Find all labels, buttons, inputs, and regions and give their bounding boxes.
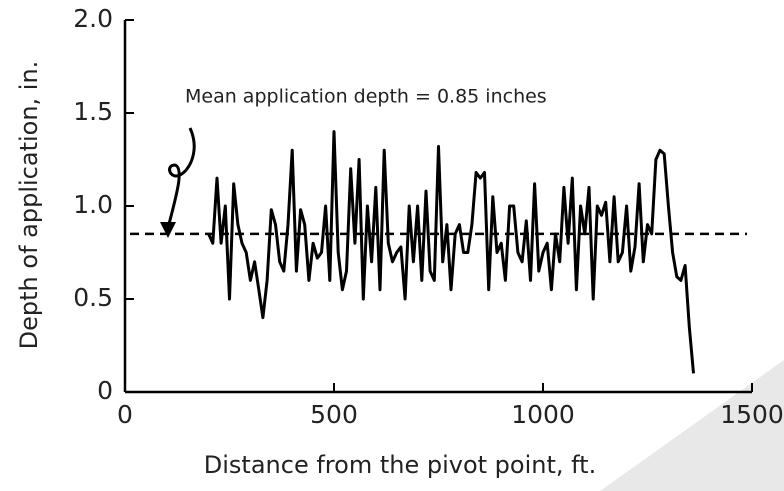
- y-tick-label: 2.0: [73, 4, 113, 33]
- annotation-arrow: [166, 127, 196, 229]
- y-tick-label: 1.0: [73, 190, 113, 219]
- x-tick-label: 500: [310, 400, 358, 429]
- data-line: [207, 130, 695, 374]
- annotation: Mean application depth = 0.85 inches: [185, 86, 547, 108]
- x-tick-label: 1500: [720, 400, 784, 429]
- x-tick-label: 0: [117, 400, 133, 429]
- y-tick-label: 0: [97, 376, 113, 405]
- y-axis-label: Depth of application, in.: [15, 61, 43, 350]
- y-tick-label: 0.5: [73, 283, 113, 312]
- x-axis-label: Distance from the pivot point, ft.: [204, 451, 596, 479]
- y-tick-label: 1.5: [73, 97, 113, 126]
- x-tick-label: 1000: [511, 400, 575, 429]
- arrow-head: [160, 222, 176, 238]
